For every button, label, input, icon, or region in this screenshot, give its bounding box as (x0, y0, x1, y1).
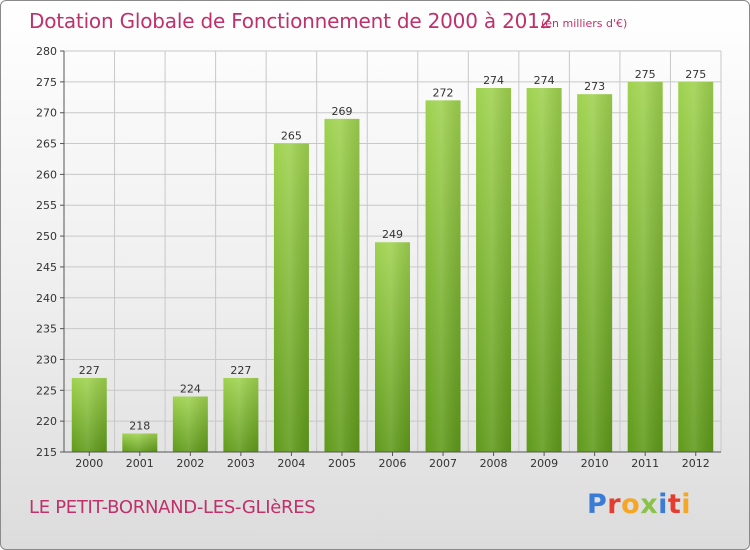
bar-sheen (71, 377, 107, 452)
data-label: 275 (685, 68, 706, 81)
data-label: 224 (180, 382, 201, 395)
y-tick-label: 240 (36, 292, 57, 305)
x-tick-label: 2000 (75, 457, 103, 470)
data-label: 227 (230, 364, 251, 377)
bar-sheen (577, 94, 613, 452)
bar-sheen (223, 377, 259, 452)
data-label: 249 (382, 228, 403, 241)
bar-sheen (172, 396, 208, 452)
x-tick-label: 2004 (277, 457, 305, 470)
bar-sheen (273, 143, 309, 453)
x-tick-label: 2005 (328, 457, 356, 470)
y-tick-label: 245 (36, 261, 57, 274)
chart-title: Dotation Globale de Fonctionnement de 20… (29, 9, 553, 33)
logo-letter: i (681, 489, 692, 520)
data-label: 275 (635, 68, 656, 81)
y-tick-label: 265 (36, 138, 57, 151)
y-tick-label: 260 (36, 168, 57, 181)
data-label: 274 (534, 74, 555, 87)
y-tick-label: 220 (36, 415, 57, 428)
x-tick-label: 2010 (581, 457, 609, 470)
proxiti-logo[interactable]: Proxiti (587, 489, 691, 520)
y-tick-label: 235 (36, 323, 57, 336)
x-tick-label: 2009 (530, 457, 558, 470)
data-labels: 227 218 224 227 265 269 249 272 274 274 273 275 275 (79, 68, 706, 433)
bar-sheen (476, 88, 512, 452)
bar-sheen (627, 81, 663, 452)
y-tick-label: 275 (36, 76, 57, 89)
x-tick-label: 2003 (227, 457, 255, 470)
x-tick-label: 2007 (429, 457, 457, 470)
logo-letter: x (640, 489, 659, 520)
y-tick-label: 250 (36, 230, 57, 243)
y-tick-label: 225 (36, 384, 57, 397)
logo-letter: t (667, 489, 682, 520)
x-tick-label: 2012 (682, 457, 710, 470)
bar-sheen (526, 88, 562, 452)
logo-letter: P (587, 489, 608, 520)
x-tick-label: 2011 (631, 457, 659, 470)
data-label: 227 (79, 364, 100, 377)
logo-letter: o (621, 489, 641, 520)
x-tick-label: 2001 (126, 457, 154, 470)
y-tick-label: 270 (36, 107, 57, 120)
bar-sheen (375, 242, 410, 452)
x-tick-label: 2002 (176, 457, 204, 470)
bar-sheen (324, 118, 360, 452)
data-label: 269 (331, 105, 352, 118)
data-label: 274 (483, 74, 504, 87)
data-label: 265 (281, 130, 302, 143)
data-label: 273 (584, 80, 605, 93)
y-tick-label: 230 (36, 353, 57, 366)
data-label: 218 (129, 419, 150, 432)
unit-note: (en milliers d'€) (541, 17, 628, 30)
x-tick-label: 2006 (379, 457, 407, 470)
x-tick-label: 2008 (480, 457, 508, 470)
axes: 2152202252302352402452502552602652702752… (36, 45, 721, 470)
bar-sheen (425, 100, 461, 452)
logo-letter: i (658, 489, 668, 520)
bar-sheen (122, 433, 158, 452)
y-tick-label: 255 (36, 199, 57, 212)
bar-sheen (678, 81, 714, 452)
y-tick-label: 280 (36, 45, 57, 58)
commune-name: LE PETIT-BORNAND-LES-GLIèRES (29, 497, 316, 518)
data-label: 272 (433, 86, 454, 99)
logo-letter: r (607, 489, 622, 520)
y-tick-label: 215 (36, 446, 57, 459)
bars (71, 81, 714, 453)
